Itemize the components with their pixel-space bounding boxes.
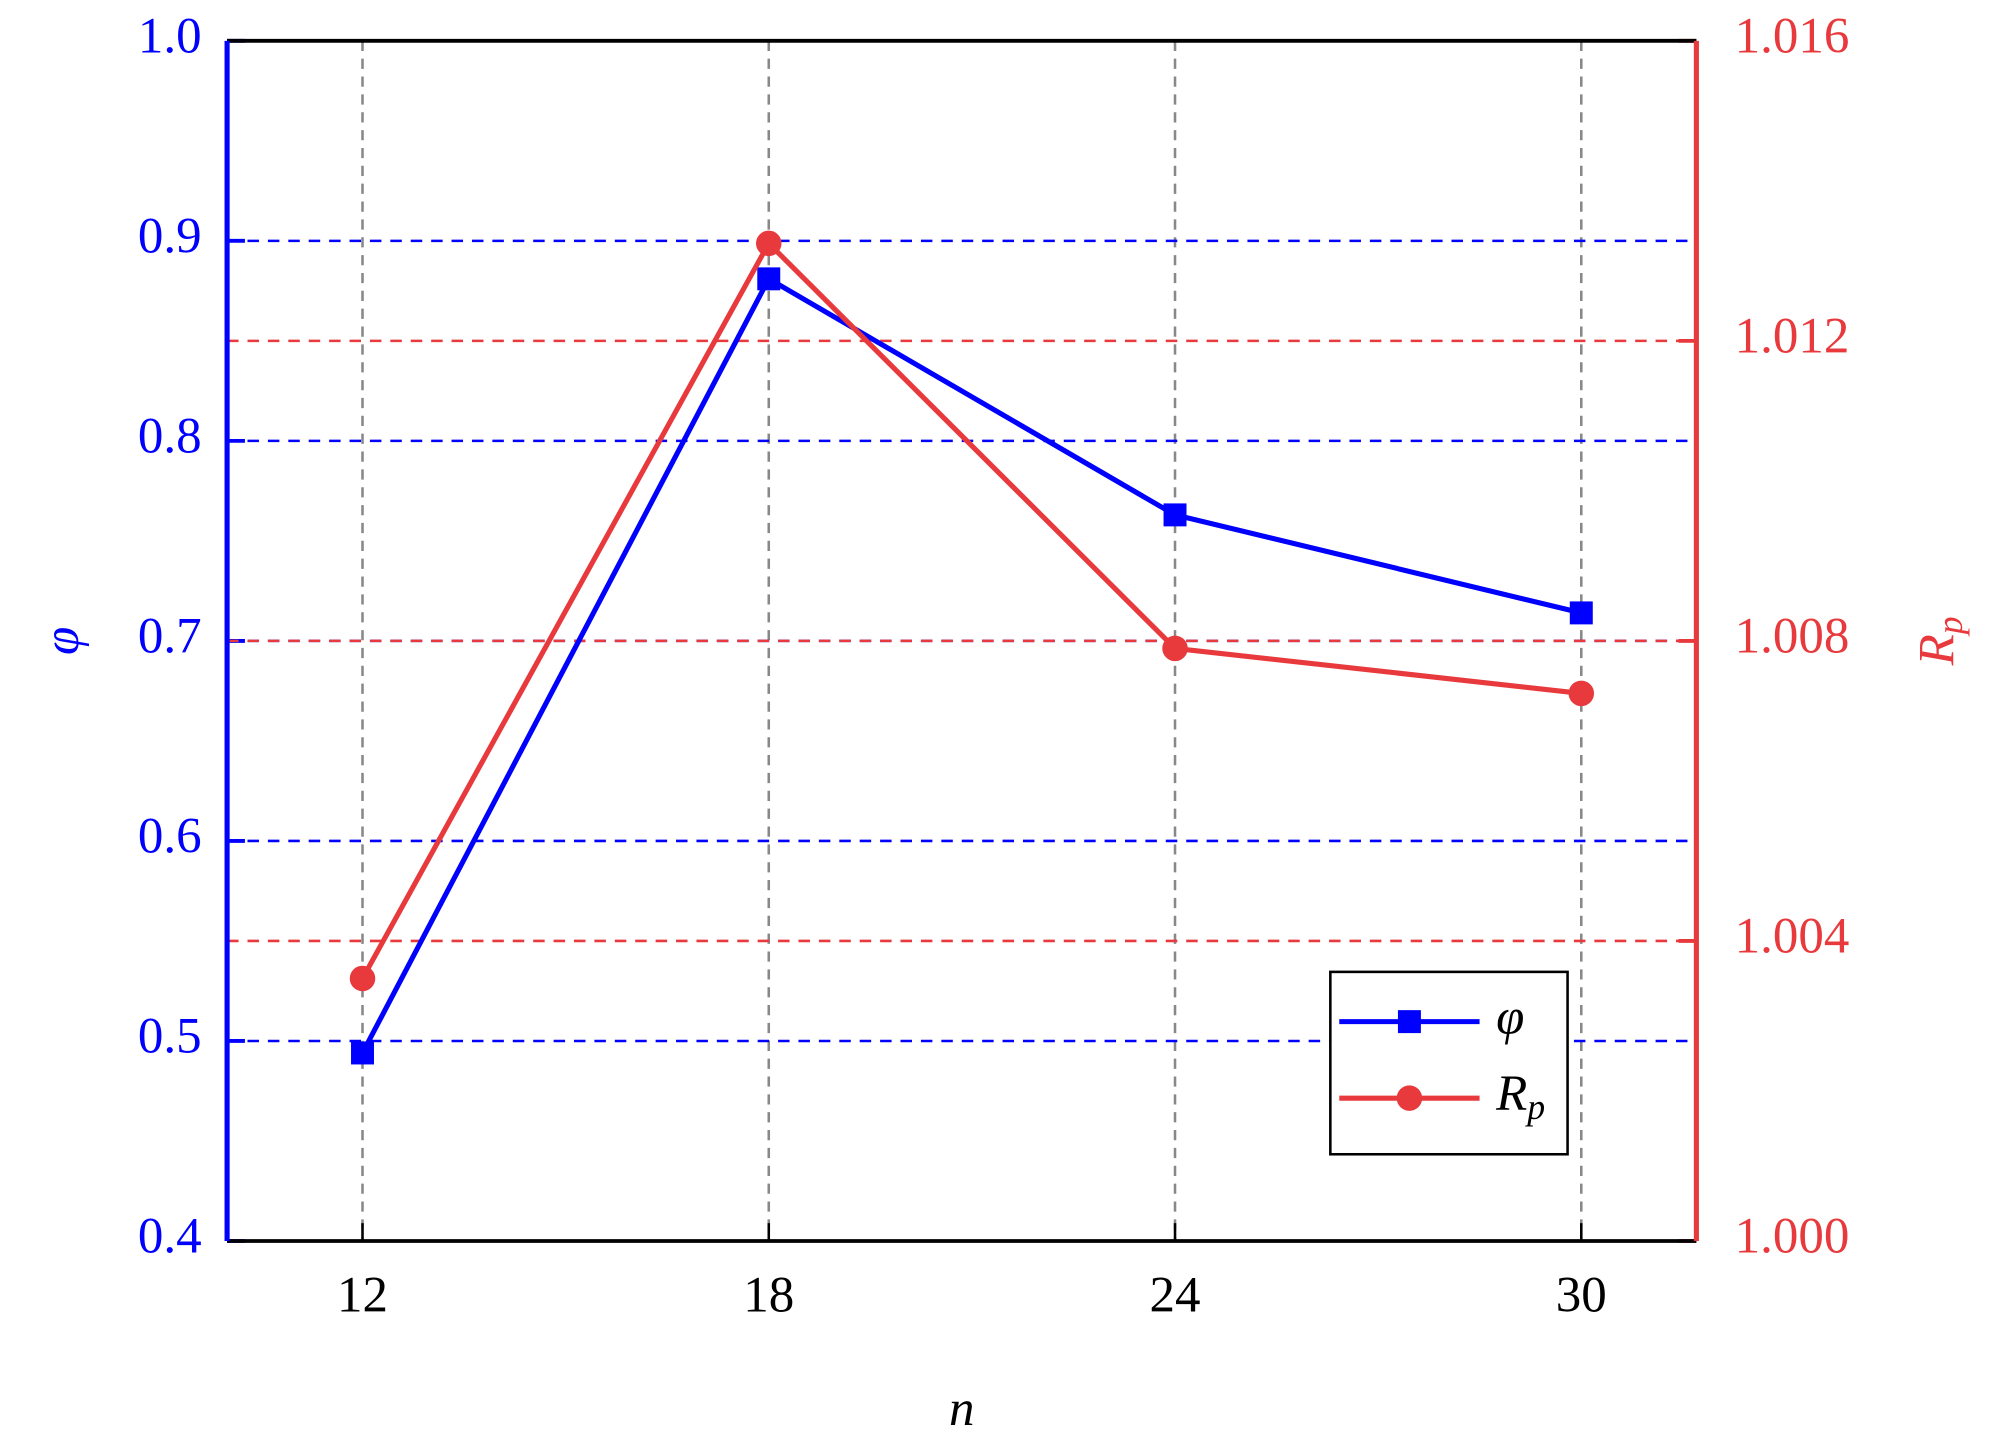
- marker: [1569, 601, 1593, 625]
- y2-tick-label: 1.016: [1735, 9, 1850, 65]
- legend-label: φ: [1496, 989, 1524, 1045]
- marker: [1162, 635, 1188, 662]
- y-tick-label: 0.8: [138, 409, 202, 465]
- marker: [1568, 680, 1595, 707]
- y2-axis-title: Rp: [1909, 616, 1970, 666]
- x-tick-label: 12: [337, 1267, 388, 1323]
- y-axis-title: φ: [34, 627, 90, 655]
- legend-label: Rp: [1495, 1066, 1545, 1127]
- x-tick-label: 30: [1556, 1267, 1607, 1323]
- marker: [756, 230, 782, 257]
- marker: [351, 1041, 374, 1065]
- y-tick-label: 0.9: [138, 209, 202, 265]
- legend-marker: [1397, 1010, 1421, 1034]
- x-tick-label: 18: [743, 1267, 794, 1323]
- y-tick-label: 0.4: [138, 1209, 202, 1265]
- series-line: [360, 239, 1582, 980]
- y-tick-label: 0.6: [138, 809, 202, 865]
- y2-tick-label: 1.008: [1735, 609, 1850, 665]
- legend-box: [1329, 970, 1569, 1156]
- y-tick-label: 1.0: [138, 9, 202, 65]
- legend-marker: [1396, 1085, 1423, 1111]
- marker: [349, 965, 376, 992]
- marker: [757, 267, 781, 291]
- marker: [1163, 503, 1187, 527]
- x-axis-title: n: [949, 1381, 975, 1437]
- y2-tick-label: 1.004: [1735, 909, 1850, 965]
- y-tick-label: 0.7: [138, 609, 202, 665]
- y2-tick-label: 1.000: [1735, 1209, 1850, 1265]
- y2-tick-label: 1.012: [1735, 309, 1850, 365]
- series-line: [360, 275, 1582, 1055]
- x-tick-label: 24: [1150, 1267, 1201, 1323]
- y-tick-label: 0.5: [138, 1009, 202, 1065]
